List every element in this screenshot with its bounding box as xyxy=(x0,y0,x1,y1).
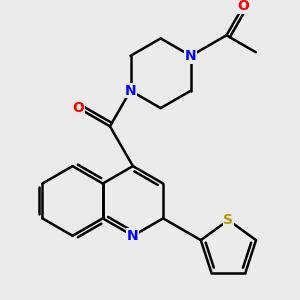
Text: O: O xyxy=(238,0,249,13)
Text: N: N xyxy=(185,49,197,63)
Text: O: O xyxy=(73,101,84,115)
Text: S: S xyxy=(224,213,233,227)
Text: N: N xyxy=(125,84,136,98)
Text: N: N xyxy=(127,229,139,243)
